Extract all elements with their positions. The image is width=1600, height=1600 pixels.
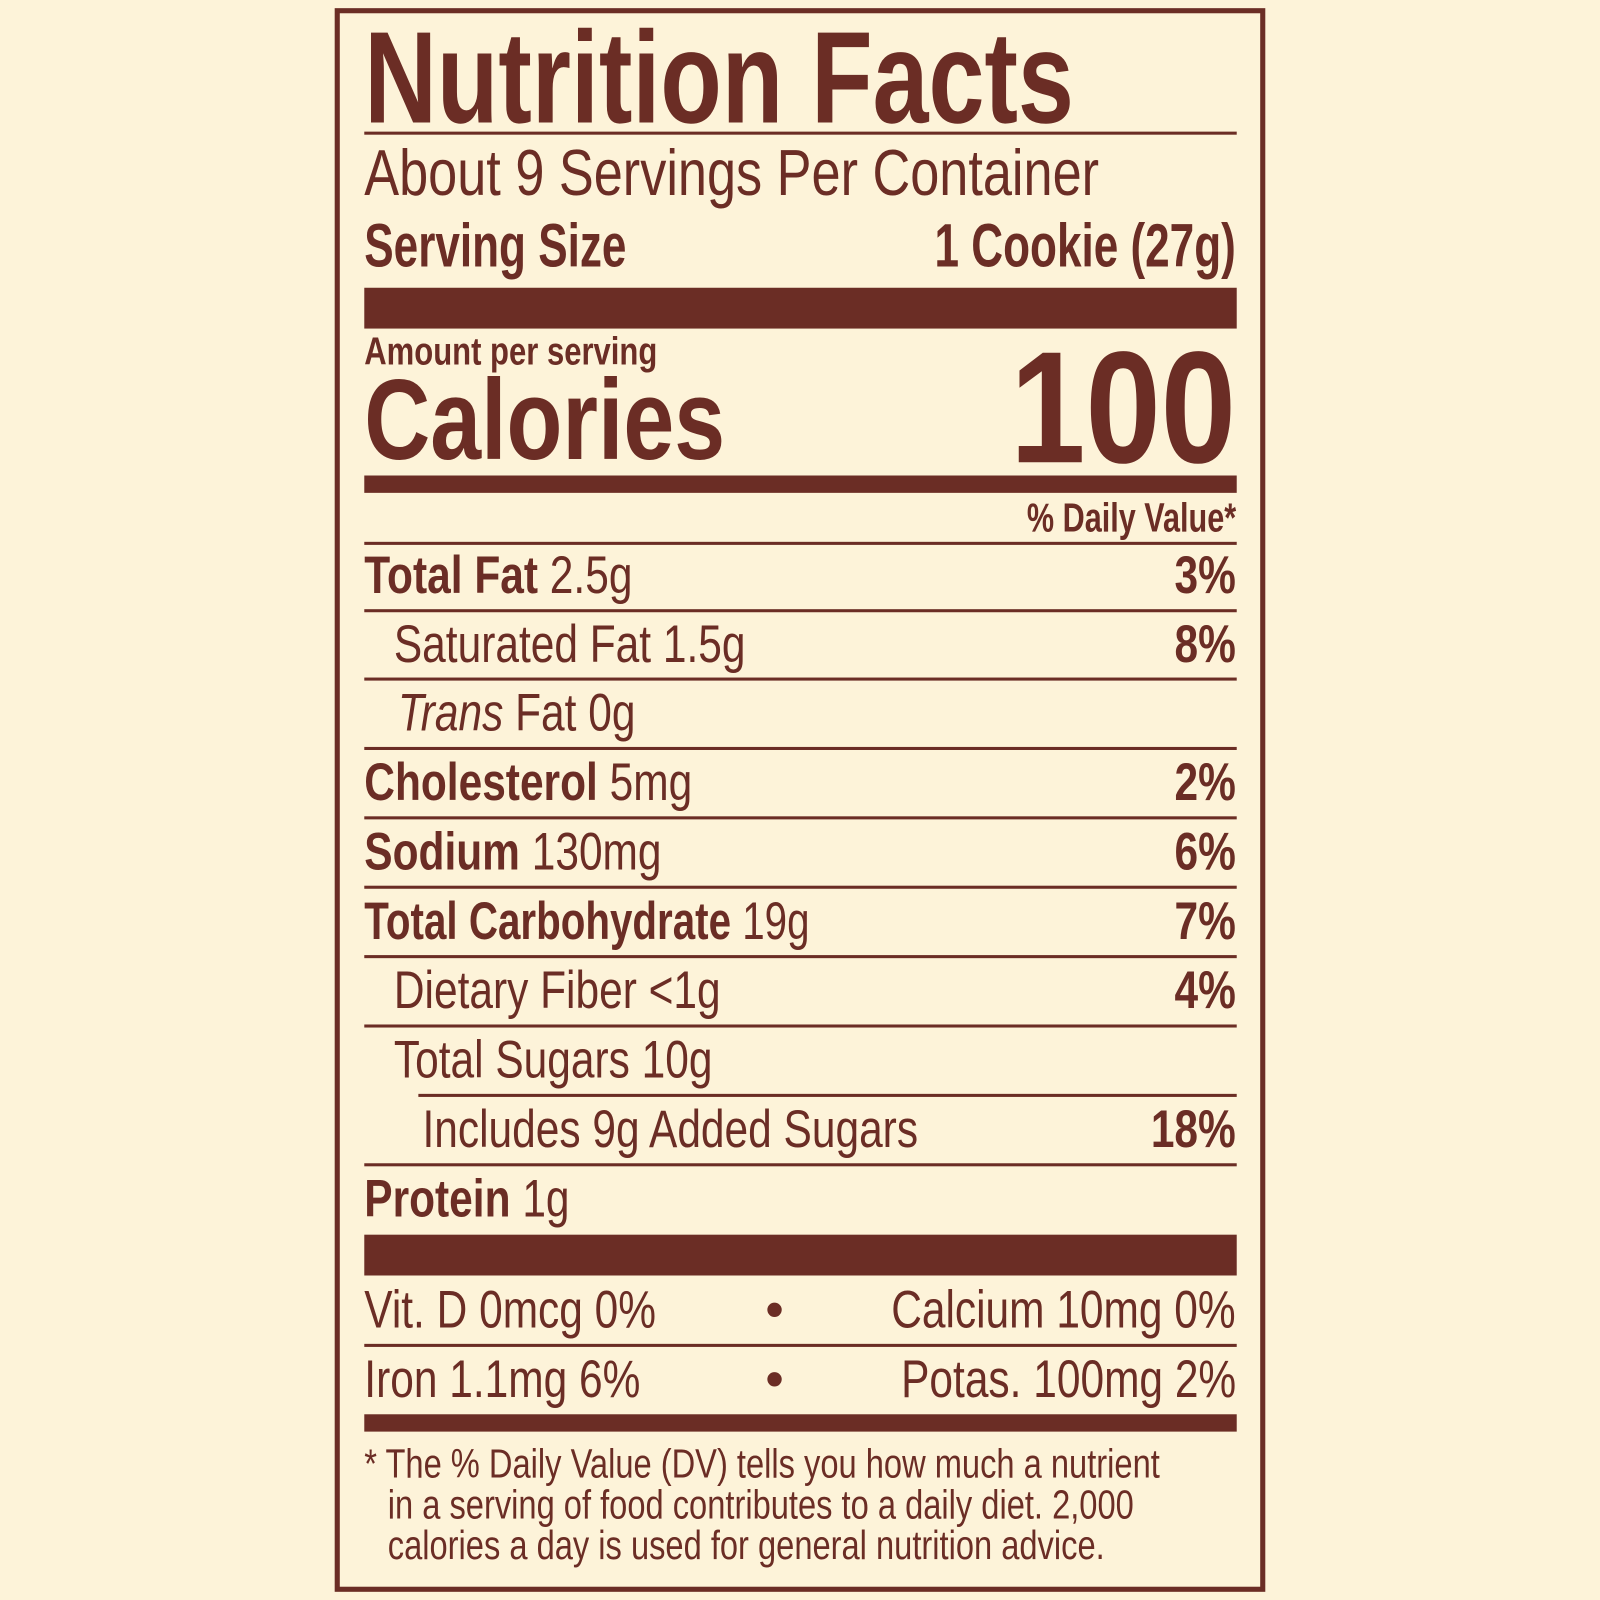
row-sodium: Sodium 130mg: [364, 822, 662, 882]
divider: [418, 1093, 1237, 1097]
micro-vitamin-d: Vit. D 0mcg 0%: [364, 1280, 657, 1340]
calories-value: 100: [1009, 319, 1236, 497]
divider: [364, 541, 1237, 545]
thick-bar: [364, 1234, 1237, 1276]
divider: [364, 1343, 1237, 1347]
divider: [364, 746, 1237, 750]
divider: [364, 677, 1237, 681]
dv-dietary-fiber: 4%: [1174, 961, 1236, 1021]
title: Nutrition Facts: [364, 5, 1074, 152]
row-protein: Protein 1g: [364, 1169, 570, 1229]
row-total-fat: Total Fat 2.5g: [364, 545, 633, 606]
micro-potassium: Potas. 100mg 2%: [900, 1349, 1236, 1410]
dv-cholesterol: 2%: [1174, 753, 1236, 813]
divider: [364, 885, 1237, 889]
dv-sodium: 6%: [1174, 822, 1236, 882]
thick-bar: [364, 287, 1237, 329]
row-total-carbohydrate: Total Carbohydrate 19g: [364, 891, 810, 952]
divider: [364, 1163, 1237, 1167]
calories-label: Calories: [364, 356, 726, 484]
row-cholesterol: Cholesterol 5mg: [364, 753, 693, 813]
label-border: [334, 8, 1266, 1592]
medium-bar: [364, 475, 1237, 493]
divider: [364, 955, 1237, 959]
divider: [364, 609, 1237, 613]
dv-total-carbohydrate: 7%: [1174, 891, 1236, 952]
row-dietary-fiber: Dietary Fiber <1g: [393, 961, 721, 1021]
bullet-icon: •: [765, 1349, 784, 1410]
row-saturated-fat: Saturated Fat 1.5g: [393, 615, 746, 675]
dv-added-sugars: 18%: [1150, 1099, 1236, 1160]
medium-bar: [364, 1414, 1237, 1432]
footnote-line-1: * The % Daily Value (DV) tells you how m…: [364, 1441, 1160, 1487]
micro-calcium: Calcium 10mg 0%: [891, 1280, 1236, 1340]
amount-per-serving: Amount per serving: [364, 330, 658, 374]
dv-total-fat: 3%: [1174, 545, 1236, 606]
micro-iron: Iron 1.1mg 6%: [364, 1349, 641, 1410]
footnote-line-3: calories a day is used for general nutri…: [387, 1523, 1105, 1569]
bullet-icon: •: [765, 1280, 784, 1340]
divider: [364, 816, 1237, 820]
row-added-sugars: Includes 9g Added Sugars: [422, 1099, 919, 1160]
serving-size-value: 1 Cookie (27g): [934, 211, 1236, 280]
dv-saturated-fat: 8%: [1174, 615, 1236, 675]
divider: [364, 131, 1237, 135]
row-total-sugars: Total Sugars 10g: [393, 1030, 713, 1090]
daily-value-header: % Daily Value*: [1026, 495, 1236, 541]
footnote-line-2: in a serving of food contributes to a da…: [387, 1482, 1134, 1528]
serving-size-label: Serving Size: [364, 211, 627, 280]
divider: [364, 1024, 1237, 1028]
servings-per-container: About 9 Servings Per Container: [364, 135, 1100, 210]
row-trans-fat: Trans Fat 0g: [397, 683, 636, 743]
